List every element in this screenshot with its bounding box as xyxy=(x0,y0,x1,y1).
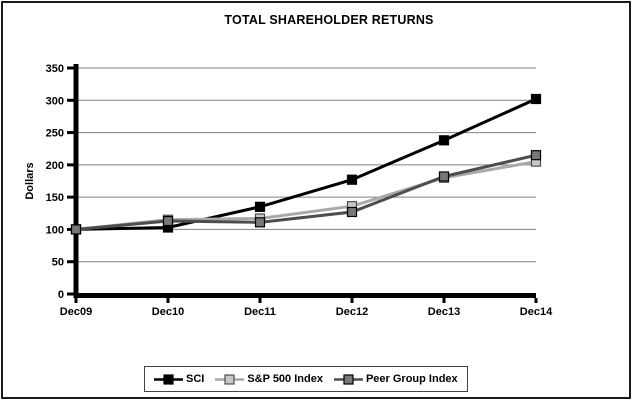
svg-text:Dec09: Dec09 xyxy=(60,306,92,318)
svg-text:150: 150 xyxy=(46,192,64,204)
svg-text:Dec14: Dec14 xyxy=(520,306,553,318)
svg-text:Dec12: Dec12 xyxy=(336,306,368,318)
svg-text:0: 0 xyxy=(58,289,64,301)
chart-legend: SCI S&P 500 Index Peer Group Index xyxy=(144,366,468,392)
svg-text:100: 100 xyxy=(46,224,64,236)
legend-swatch-peer-group-icon xyxy=(333,373,363,385)
chart-plot: 0 50 100 150 200 250 300 350 Dec09 Dec10 Dec11 Dec1… xyxy=(24,63,553,318)
legend-item-peer-group: Peer Group Index xyxy=(333,373,458,385)
svg-text:Dec13: Dec13 xyxy=(428,306,460,318)
svg-text:Dollars: Dollars xyxy=(24,162,36,199)
svg-text:250: 250 xyxy=(46,128,64,140)
legend-item-sci: SCI xyxy=(154,373,204,385)
svg-text:350: 350 xyxy=(46,63,64,75)
legend-swatch-sp500-icon xyxy=(215,373,245,385)
legend-label-peer-group: Peer Group Index xyxy=(365,373,458,385)
legend-item-sp500: S&P 500 Index xyxy=(215,373,323,385)
svg-text:Dec11: Dec11 xyxy=(244,306,276,318)
legend-label-sp500: S&P 500 Index xyxy=(247,373,323,385)
svg-text:50: 50 xyxy=(52,257,64,269)
svg-text:Dec10: Dec10 xyxy=(152,306,184,318)
legend-label-sci: SCI xyxy=(186,373,205,385)
chart-title: TOTAL SHAREHOLDER RETURNS xyxy=(224,13,434,27)
svg-text:300: 300 xyxy=(46,95,64,107)
legend-swatch-sci-icon xyxy=(154,373,183,385)
svg-text:200: 200 xyxy=(46,160,64,172)
